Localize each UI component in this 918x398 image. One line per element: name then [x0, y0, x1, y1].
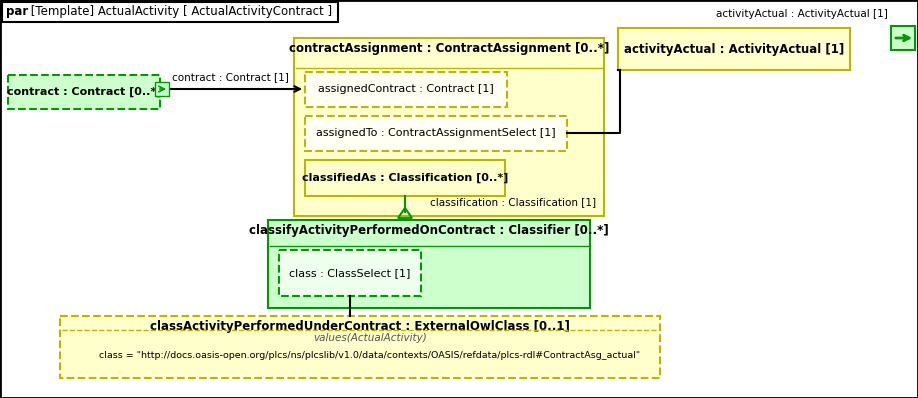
Text: classification : Classification [1]: classification : Classification [1] [430, 197, 596, 207]
Text: contractAssignment : ContractAssignment [0..*]: contractAssignment : ContractAssignment … [289, 42, 610, 55]
Bar [305, 160, 505, 196]
Text: classifiedAs : Classification [0..*]: classifiedAs : Classification [0..*] [302, 173, 509, 183]
Text: activityActual : ActivityActual [1]: activityActual : ActivityActual [1] [624, 43, 845, 55]
Bar [60, 316, 660, 378]
Text: [Template] ActualActivity [ ActualActivityContract ]: [Template] ActualActivity [ ActualActivi… [27, 6, 332, 18]
Text: activityActual : ActivityActual [1]: activityActual : ActivityActual [1] [716, 9, 888, 19]
Text: values(ActualActivity): values(ActualActivity) [313, 333, 427, 343]
Bar [891, 26, 915, 50]
Bar [305, 72, 507, 107]
Bar [294, 38, 604, 216]
Bar [268, 220, 590, 308]
Bar [618, 28, 850, 70]
Text: classifyActivityPerformedOnContract : Classifier [0..*]: classifyActivityPerformedOnContract : Cl… [249, 224, 609, 237]
Text: contract : Contract [1]: contract : Contract [1] [172, 72, 288, 82]
Bar [305, 116, 567, 151]
Text: assignedContract : Contract [1]: assignedContract : Contract [1] [319, 84, 494, 94]
Bar [8, 75, 160, 109]
Text: class : ClassSelect [1]: class : ClassSelect [1] [289, 268, 410, 278]
Bar [2, 2, 338, 22]
Text: par: par [6, 6, 28, 18]
Bar [279, 250, 421, 296]
Text: class = "http://docs.oasis-open.org/plcs/ns/plcslib/v1.0/data/contexts/OASIS/ref: class = "http://docs.oasis-open.org/plcs… [99, 351, 641, 359]
Text: contract : Contract [0..*]: contract : Contract [0..*] [6, 87, 162, 97]
Bar [155, 82, 169, 96]
Text: assignedTo : ContractAssignmentSelect [1]: assignedTo : ContractAssignmentSelect [1… [316, 129, 555, 139]
Text: classActivityPerformedUnderContract : ExternalOwlClass [0..1]: classActivityPerformedUnderContract : Ex… [150, 320, 570, 333]
